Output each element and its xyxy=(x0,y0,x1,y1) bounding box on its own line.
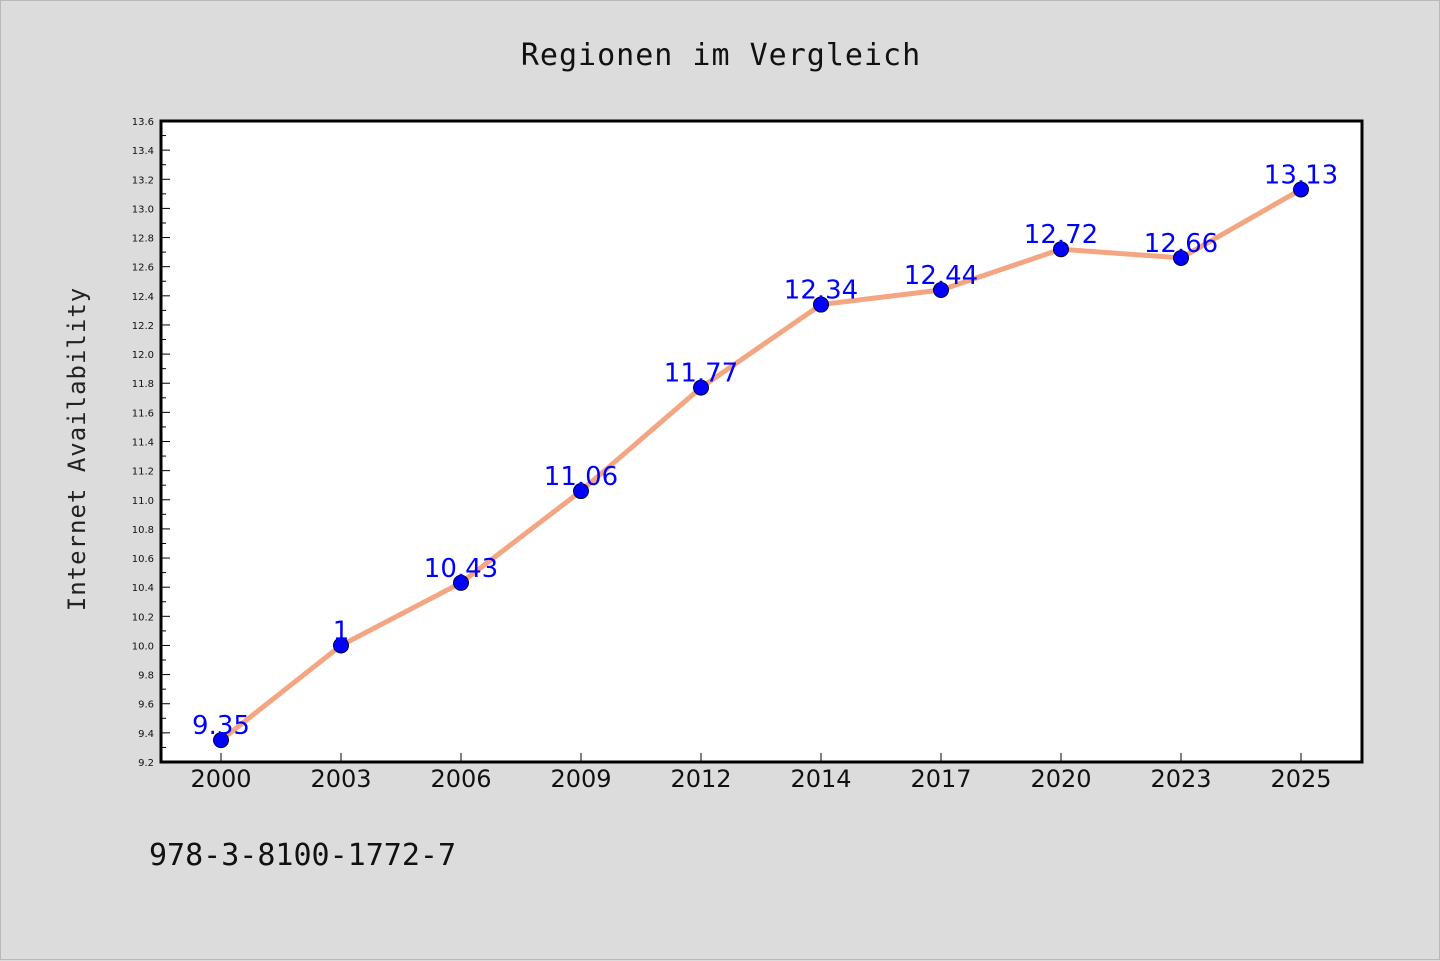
y-tick-label: 9.4 xyxy=(138,729,154,740)
data-point xyxy=(693,379,709,396)
data-label: 11.06 xyxy=(544,462,618,492)
y-tick-label: 13.4 xyxy=(132,146,154,157)
data-point xyxy=(1053,241,1069,258)
data-label: 12.72 xyxy=(1024,220,1098,250)
data-label: 12.34 xyxy=(784,276,858,306)
isbn-text: 978-3-8100-1772-7 xyxy=(149,838,456,873)
data-label: 12.44 xyxy=(904,261,978,291)
x-tick-label: 2020 xyxy=(1030,765,1091,793)
data-label: 12.66 xyxy=(1144,229,1218,259)
data-point xyxy=(213,732,229,749)
y-axis: 9.2 9.4 9.6 9.8 10.0 10.2 10.4 10.6 10.8 11.0 11.2… xyxy=(132,117,170,769)
x-tick-label: 2006 xyxy=(430,765,491,793)
y-tick-label: 12.2 xyxy=(132,321,154,332)
y-tick-label: 10.8 xyxy=(132,525,154,536)
y-tick-label: 12.8 xyxy=(132,234,154,245)
data-label: 13.13 xyxy=(1264,160,1338,190)
y-tick-label: 11.8 xyxy=(132,379,154,390)
y-axis-label: Internet Availability xyxy=(63,287,91,611)
series-line xyxy=(218,186,1304,743)
y-tick-label: 10.4 xyxy=(132,583,154,594)
y-tick-label: 9.2 xyxy=(138,758,154,769)
x-tick-label: 2009 xyxy=(550,765,611,793)
data-point xyxy=(333,637,349,654)
data-label: 9.35 xyxy=(192,711,250,741)
data-label: 11.77 xyxy=(664,359,738,389)
chart-title: Regionen im Vergleich xyxy=(521,38,921,73)
series-group: 9.35 1 10.43 11.06 11.77 12.34 12.44 12.72 12.66… xyxy=(192,160,1338,749)
y-tick-label: 10.6 xyxy=(132,554,154,565)
x-tick-label: 2023 xyxy=(1150,765,1211,793)
x-tick-label: 2025 xyxy=(1270,765,1331,793)
data-point xyxy=(813,296,829,313)
y-tick-label: 9.8 xyxy=(138,671,154,682)
data-point xyxy=(1173,249,1189,266)
y-tick-label: 13.0 xyxy=(132,204,154,215)
y-tick-label: 11.0 xyxy=(132,496,154,507)
data-label: 10.43 xyxy=(424,554,498,584)
y-tick-label: 10.0 xyxy=(132,641,154,652)
x-tick-label: 2003 xyxy=(310,765,371,793)
data-point xyxy=(453,574,469,591)
plot-area xyxy=(159,119,1364,764)
x-tick-label: 2014 xyxy=(790,765,851,793)
y-tick-label: 11.4 xyxy=(132,438,154,449)
y-tick-label: 13.2 xyxy=(132,175,154,186)
data-point xyxy=(1293,181,1309,198)
y-tick-label: 11.2 xyxy=(132,467,154,478)
data-label: 1 xyxy=(333,616,350,646)
x-tick-label: 2017 xyxy=(910,765,971,793)
x-axis: 2000 2003 2006 2009 2012 2014 2017 2020 2023 2025 xyxy=(190,753,1332,793)
x-tick-label: 2000 xyxy=(190,765,251,793)
y-tick-label: 13.6 xyxy=(132,117,154,128)
y-tick-label: 12.6 xyxy=(132,263,154,274)
y-tick-label: 9.6 xyxy=(138,700,154,711)
data-point xyxy=(573,483,589,500)
y-tick-label: 12.0 xyxy=(132,350,154,361)
data-point xyxy=(933,281,949,298)
y-tick-label: 11.6 xyxy=(132,408,154,419)
x-tick-label: 2012 xyxy=(670,765,731,793)
y-tick-label: 12.4 xyxy=(132,292,154,303)
y-tick-label: 10.2 xyxy=(132,612,154,623)
